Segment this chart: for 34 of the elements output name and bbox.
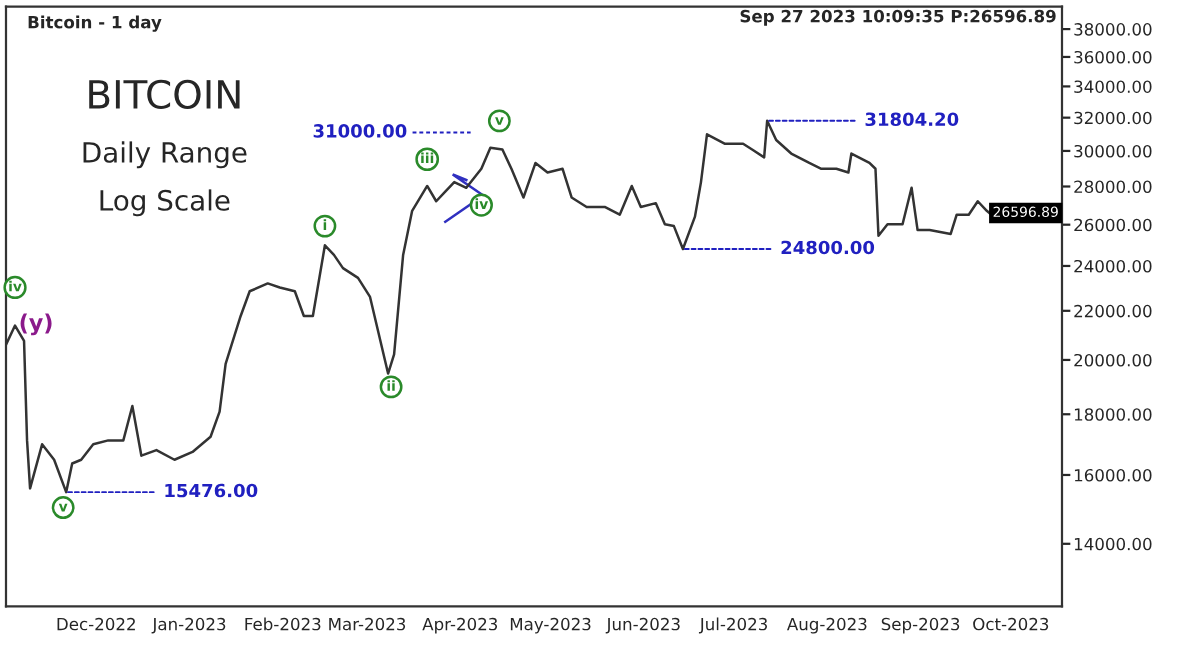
x-tick-label: Sep-2023 [881,617,960,634]
annotation: 31000.00 [313,124,407,138]
y-tick-label: 20000.00 [1074,353,1152,367]
annotation: Log Scale [100,189,230,217]
text: Daily Range [83,141,247,169]
y-tick-label: 38000.00 [1074,23,1152,36]
annotation: Bitcoin - 1 day [28,15,162,32]
y-tick-label: 26000.00 [1074,218,1152,232]
y-tick-label: 24000.00 [1074,259,1152,273]
x-tick-label: Oct-2023 [973,617,1049,631]
x-tick-label: Feb-2023 [245,617,321,631]
y-tick-label: 30000.00 [1074,144,1152,158]
annotation: Sep 27 2023 10:09:35 P:26596.89 [740,9,1056,26]
annotation: 24800.00 [781,240,875,255]
x-tick-label: Dec-2022 [57,617,135,631]
y-tick-label: 36000.00 [1074,50,1152,64]
x-tick-label: Apr-2023 [422,617,498,634]
y-tick-label: 32000.00 [1074,111,1152,125]
x-tick-label: Jul-2023 [698,617,767,634]
annotation: 15476.00 [165,483,258,498]
x-tick-label: Aug-2023 [786,617,867,634]
y-tick-label: 16000.00 [1074,468,1152,482]
y-tick-label: 34000.00 [1074,80,1152,93]
x-tick-label: May-2023 [510,617,591,634]
y-tick-label: 28000.00 [1074,180,1152,194]
y-tick-label: 22000.00 [1074,304,1152,318]
x-tick-label: Jun-2023 [605,617,680,634]
annotation: 31804.20 [865,112,959,127]
y-tick-label: 14000.00 [1074,537,1152,551]
y-tick-label: 18000.00 [1074,408,1152,421]
annotation: (y) [20,313,52,336]
x-tick-label: Mar-2023 [329,617,406,631]
text: BITCOIN [89,79,240,110]
x-tick-label: Jan-2023 [151,617,226,634]
